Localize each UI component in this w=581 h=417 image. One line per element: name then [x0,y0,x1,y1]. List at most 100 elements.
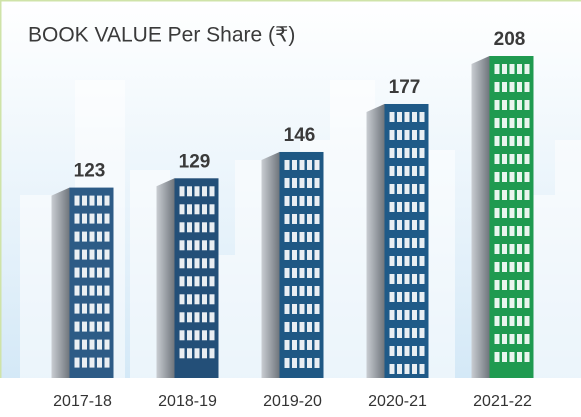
window [210,258,215,268]
window [285,268,290,278]
window [90,214,95,224]
window [105,250,110,260]
window [187,330,192,340]
window [390,220,395,230]
window [510,136,515,146]
window [390,166,395,176]
window [525,100,530,110]
window [397,328,402,338]
window [405,202,410,212]
window [412,166,417,176]
window [307,250,312,260]
window [495,244,500,254]
window [420,220,425,230]
window [292,232,297,242]
window [390,364,395,374]
window [75,214,80,224]
window [82,196,87,206]
window [525,154,530,164]
value-label: 208 [494,29,526,50]
window [75,340,80,350]
window [75,268,80,278]
window [405,148,410,158]
window [105,196,110,206]
window [502,118,507,128]
window [292,340,297,350]
window [495,64,500,74]
window [525,172,530,182]
window [525,262,530,272]
window [420,166,425,176]
window [82,286,87,296]
window [75,304,80,314]
window [307,196,312,206]
window [105,214,110,224]
window [397,292,402,302]
window [97,250,102,260]
window [405,346,410,356]
window [420,202,425,212]
window [315,268,320,278]
x-tick-label: 2017-18 [53,393,112,410]
window [285,358,290,368]
window [420,130,425,140]
window [315,340,320,350]
window [307,340,312,350]
value-label: 146 [284,125,316,146]
window [300,178,305,188]
window [405,166,410,176]
window [517,352,522,362]
window [525,118,530,128]
window [405,184,410,194]
window [517,118,522,128]
window [307,286,312,296]
window [315,214,320,224]
window [180,204,185,214]
building-side [262,152,280,378]
window [405,274,410,284]
window [202,276,207,286]
window [180,294,185,304]
window [510,100,515,110]
window [292,196,297,206]
window [90,232,95,242]
window [510,262,515,272]
window [397,220,402,230]
window [517,280,522,290]
window [202,186,207,196]
window [202,258,207,268]
window [180,330,185,340]
window [97,304,102,314]
chart: BOOK VALUE Per Share (₹) 1232017-1812920… [0,0,581,417]
window [405,112,410,122]
window [405,364,410,374]
window [187,276,192,286]
window [510,208,515,218]
window [495,352,500,362]
window [307,214,312,224]
window [510,316,515,326]
window [510,154,515,164]
window [285,250,290,260]
window [90,250,95,260]
window [525,316,530,326]
window [180,276,185,286]
window [300,268,305,278]
window [405,292,410,302]
window [397,148,402,158]
window [495,316,500,326]
window [315,358,320,368]
window [420,328,425,338]
window [180,312,185,322]
window [502,64,507,74]
window [502,316,507,326]
window [390,148,395,158]
window [300,160,305,170]
window [307,358,312,368]
window [517,298,522,308]
window [420,310,425,320]
window [495,154,500,164]
window [517,262,522,272]
window [502,100,507,110]
window [420,256,425,266]
